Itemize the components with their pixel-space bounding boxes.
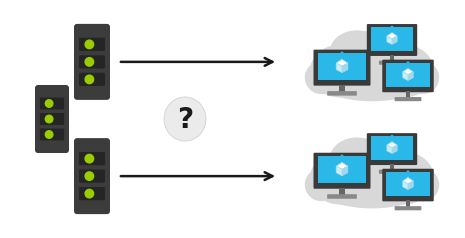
FancyBboxPatch shape [313,50,371,86]
Ellipse shape [405,61,439,94]
Bar [386,172,430,196]
FancyBboxPatch shape [382,169,434,201]
FancyBboxPatch shape [395,97,421,101]
FancyBboxPatch shape [79,55,105,69]
Polygon shape [403,178,413,184]
Polygon shape [403,69,413,74]
Bar [339,188,345,195]
Circle shape [341,52,343,54]
FancyBboxPatch shape [74,24,110,100]
Ellipse shape [405,168,439,201]
FancyBboxPatch shape [40,98,64,109]
Circle shape [85,58,93,66]
Bar [405,91,411,98]
Ellipse shape [374,45,434,97]
Polygon shape [403,72,408,80]
Circle shape [391,135,393,137]
Ellipse shape [318,167,426,208]
FancyBboxPatch shape [379,170,405,174]
Polygon shape [336,162,348,169]
Ellipse shape [362,141,412,179]
Ellipse shape [374,152,434,204]
Ellipse shape [305,168,339,201]
Polygon shape [387,36,392,44]
FancyBboxPatch shape [35,85,69,153]
Circle shape [45,131,53,138]
FancyBboxPatch shape [395,206,421,210]
FancyBboxPatch shape [379,61,405,65]
FancyBboxPatch shape [327,194,357,199]
Ellipse shape [362,34,412,72]
Circle shape [407,171,409,173]
Ellipse shape [164,97,206,141]
Bar [371,136,413,160]
Polygon shape [342,63,348,73]
Ellipse shape [305,61,339,94]
Circle shape [341,155,343,157]
FancyBboxPatch shape [79,152,105,165]
Circle shape [45,100,53,107]
Polygon shape [403,181,408,189]
FancyBboxPatch shape [327,91,357,96]
Polygon shape [392,145,397,154]
Ellipse shape [318,60,426,101]
Polygon shape [387,145,392,154]
FancyBboxPatch shape [79,169,105,183]
Circle shape [85,40,93,49]
FancyBboxPatch shape [79,73,105,86]
FancyBboxPatch shape [40,129,64,140]
Polygon shape [387,33,397,39]
Circle shape [407,62,409,64]
FancyBboxPatch shape [79,187,105,200]
Polygon shape [408,181,413,189]
Polygon shape [387,142,397,148]
Circle shape [85,189,93,198]
Circle shape [85,172,93,180]
Bar [386,63,430,87]
Polygon shape [336,63,342,73]
Text: ?: ? [177,106,193,134]
FancyBboxPatch shape [313,153,371,189]
Ellipse shape [310,45,370,97]
Polygon shape [336,166,342,176]
Ellipse shape [310,152,370,204]
Bar [405,200,411,207]
Bar [318,53,366,80]
Circle shape [85,154,93,163]
FancyBboxPatch shape [40,113,64,125]
Ellipse shape [330,138,414,204]
Circle shape [85,75,93,84]
Circle shape [391,26,393,28]
Ellipse shape [330,30,384,72]
Polygon shape [342,166,348,176]
Ellipse shape [330,137,384,179]
Bar [339,85,345,92]
Polygon shape [336,59,348,66]
FancyBboxPatch shape [74,138,110,214]
Polygon shape [408,72,413,80]
Bar [371,27,413,51]
FancyBboxPatch shape [79,38,105,51]
Bar [318,156,366,183]
Bar [390,55,394,61]
FancyBboxPatch shape [367,24,417,56]
FancyBboxPatch shape [382,60,434,92]
Ellipse shape [330,31,414,97]
FancyBboxPatch shape [367,133,417,165]
Polygon shape [392,36,397,44]
Circle shape [45,115,53,123]
Bar [390,164,394,170]
